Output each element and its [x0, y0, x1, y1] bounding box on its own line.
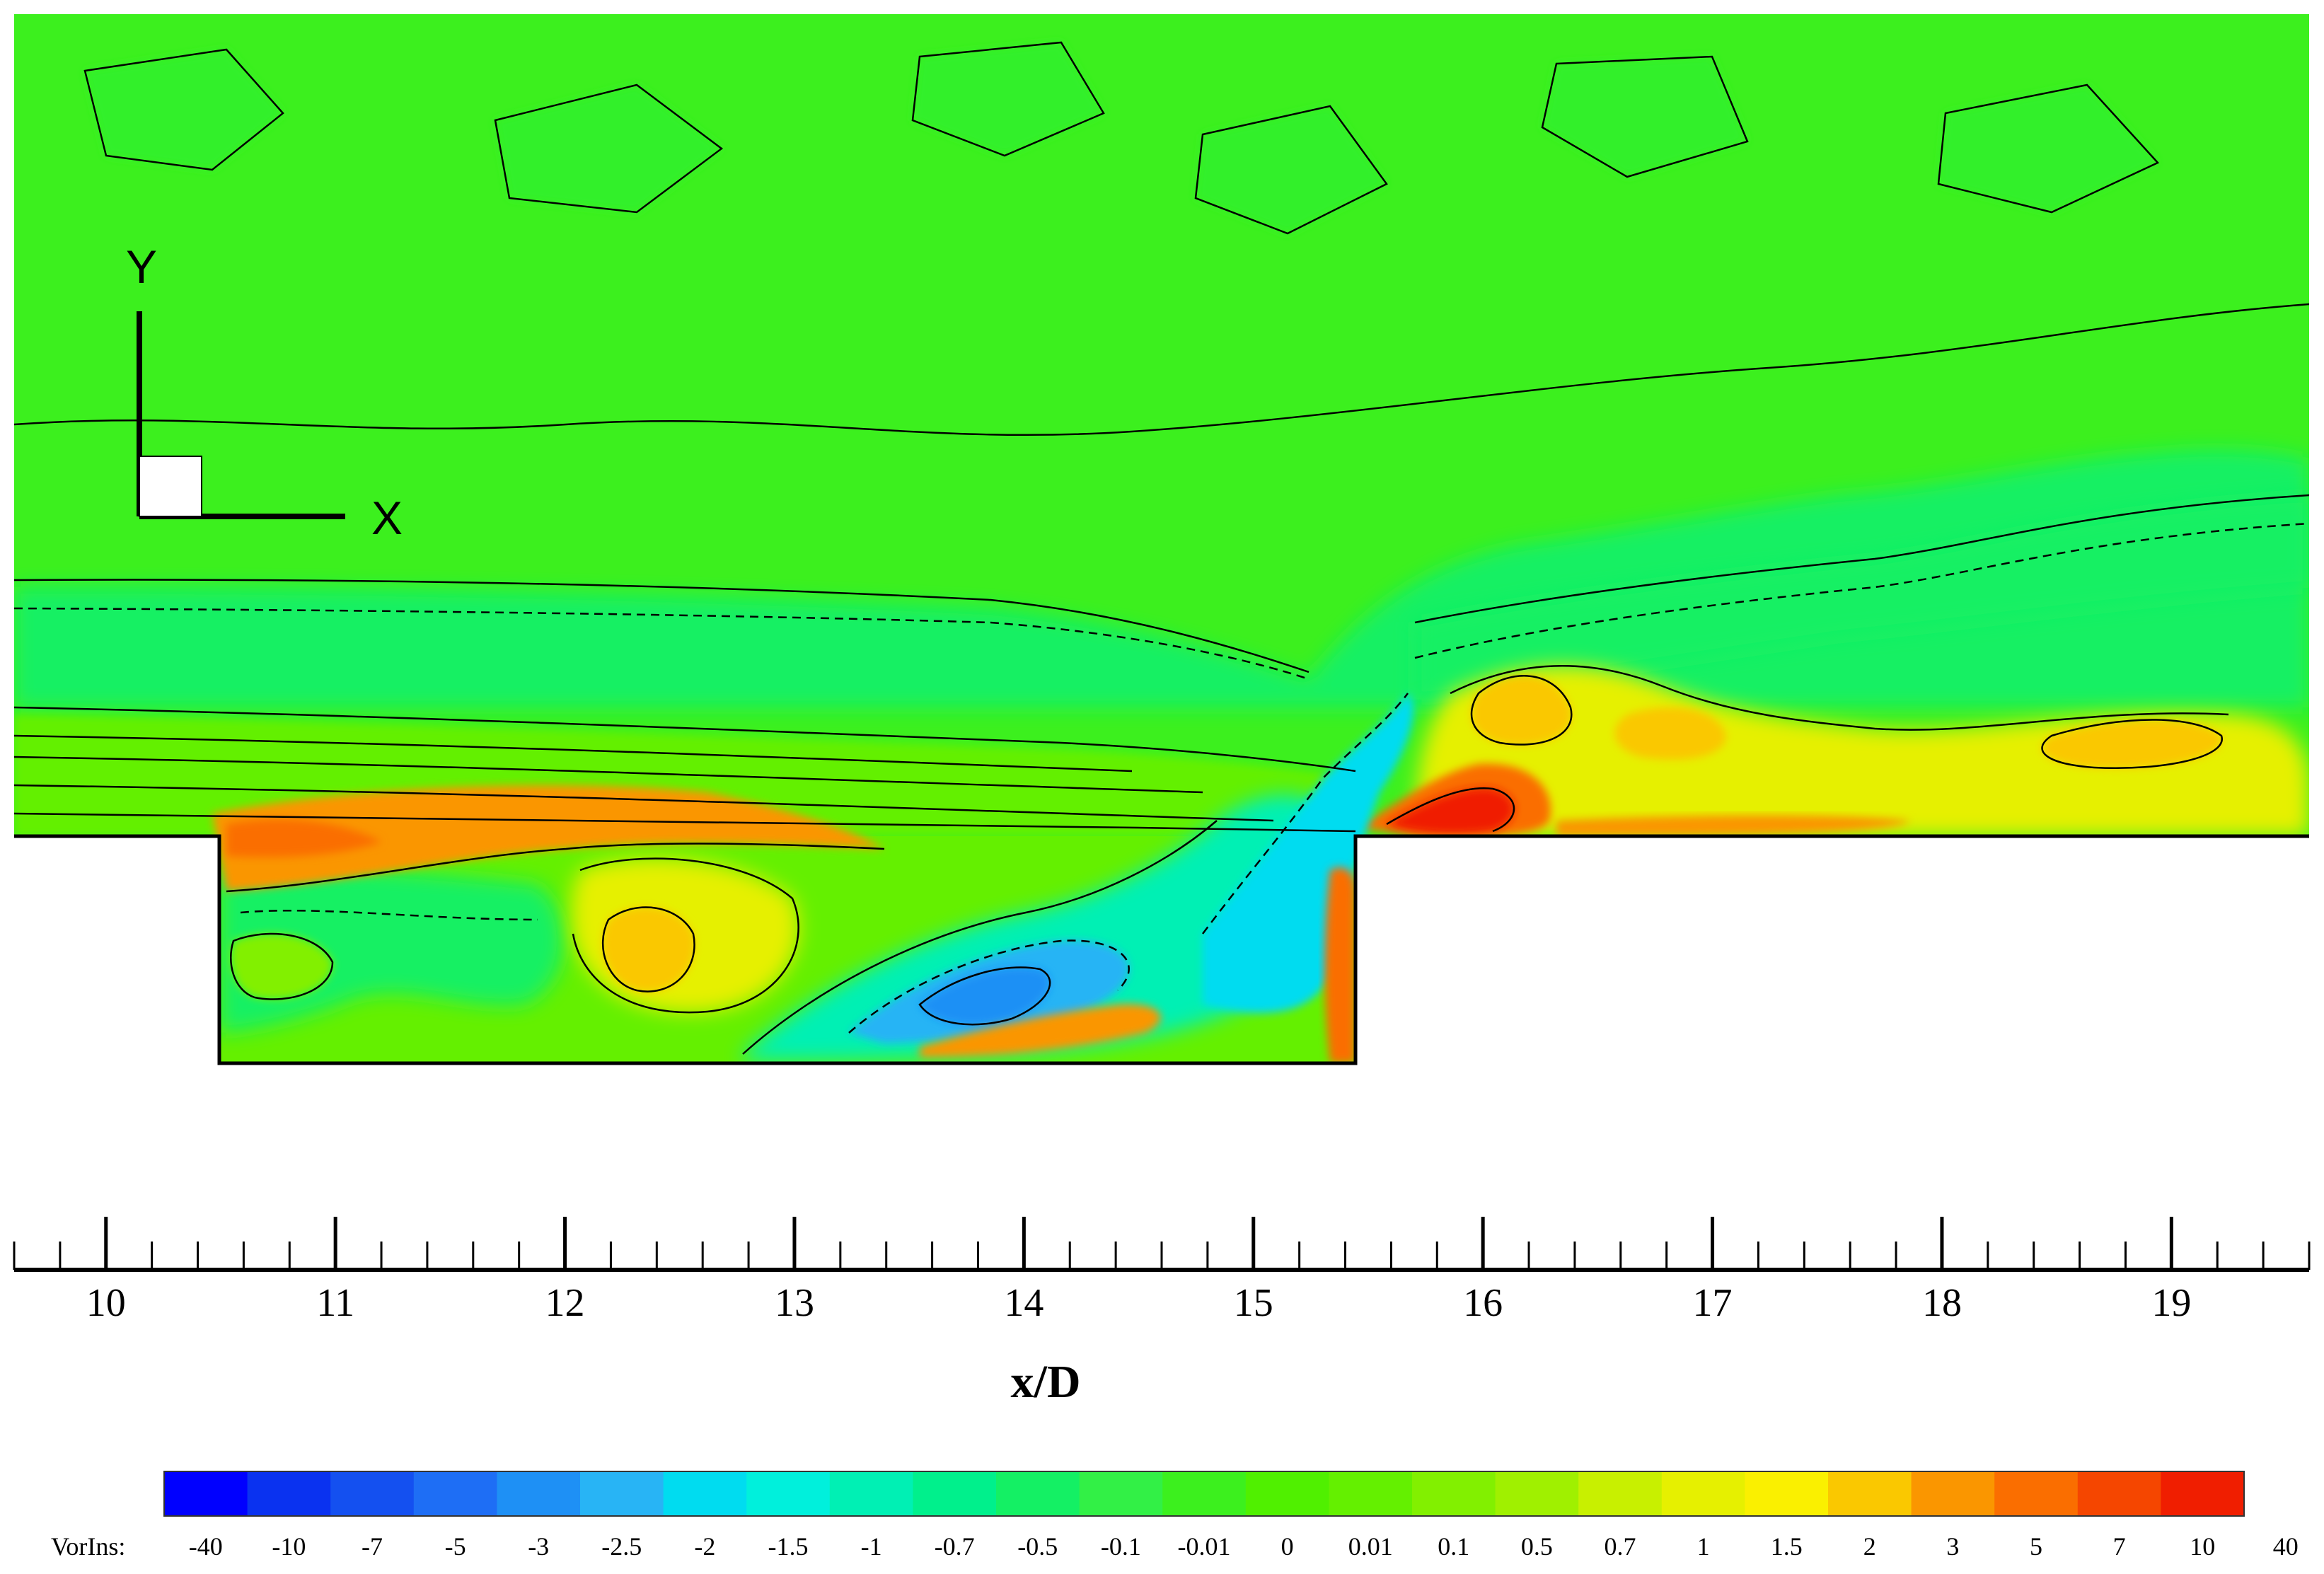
colorbar-swatch: [580, 1471, 664, 1516]
colorbar-level-label: -2: [694, 1532, 715, 1561]
colorbar-level-label: 0.1: [1438, 1532, 1469, 1561]
x-tick-label: 13: [775, 1281, 814, 1325]
cavity-blue-vortex: [743, 794, 1346, 1061]
colorbar-swatch: [1745, 1471, 1829, 1516]
colorbar-swatch: [1911, 1471, 1995, 1516]
x-tick-label: 15: [1234, 1281, 1273, 1325]
colorbar-swatch: [1994, 1471, 2079, 1516]
rear-wall-vortex: [1324, 867, 1355, 1063]
colorbar-swatch: [164, 1471, 248, 1516]
colorbar-swatch: [1412, 1471, 1496, 1516]
triad-x-label: X: [371, 492, 403, 544]
colorbar-level-label: -7: [362, 1532, 383, 1561]
colorbar-level-label: 5: [2030, 1532, 2042, 1561]
colorbar-swatch: [1578, 1471, 1663, 1516]
colorbar-level-label: -3: [528, 1532, 549, 1561]
colorbar-level-label: -10: [272, 1532, 306, 1561]
x-tick-label: 19: [2151, 1281, 2191, 1325]
colorbar-level-label: 0.01: [1348, 1532, 1393, 1561]
colorbar-swatch: [996, 1471, 1080, 1516]
colorbar-swatch: [1495, 1471, 1579, 1516]
wake-green-band: [1415, 495, 2309, 700]
cavity-orange-core: [603, 907, 695, 992]
cavity-wall: [14, 834, 2309, 1065]
colorbar-level-label: 3: [1946, 1532, 1959, 1561]
cavity-floor-vortex: [920, 1004, 1161, 1058]
colorbar-level-label: 1: [1697, 1532, 1710, 1561]
rear-wall-shear: [1203, 693, 1414, 1013]
colorbar-swatch: [247, 1471, 331, 1516]
colorbar-level-label: -0.5: [1017, 1532, 1058, 1561]
colorbar-level-label: -0.7: [935, 1532, 975, 1561]
colorbar-level-label: 2: [1863, 1532, 1876, 1561]
colorbar-swatch: [413, 1471, 497, 1516]
colorbar-level-label: 1.5: [1771, 1532, 1803, 1561]
colorbar-level-label: -2.5: [601, 1532, 642, 1561]
axes-triad: Y X: [126, 241, 403, 544]
colorbar-level-label: -1.5: [768, 1532, 809, 1561]
cavity-blue-core: [920, 967, 1051, 1025]
colorbar: VorIns: -40 -10 -7 -5 -3 -2.5 -2 -1.5 -1 -0.7 -0.5…: [51, 1471, 2299, 1561]
colorbar-border: [163, 1471, 2245, 1517]
colorbar-swatch: [1245, 1471, 1329, 1516]
x-axis-ticks: 10 11 12 13 14 15 16 17 18 19: [13, 1217, 2311, 1325]
wake-surface-orange: [1556, 815, 1910, 836]
colorbar-level-label: 0.7: [1605, 1532, 1636, 1561]
contour-lines: [14, 41, 2309, 1055]
triad-z-box: [139, 456, 202, 517]
colorbar-level-label: 0.5: [1521, 1532, 1553, 1561]
colorbar-swatch: [829, 1471, 913, 1516]
colorbar-level-label: -40: [189, 1532, 223, 1561]
contour-lines-dashed: [14, 522, 2309, 1034]
colorbar-swatch: [1162, 1471, 1247, 1516]
x-tick-label: 10: [86, 1281, 126, 1325]
x-tick-label: 16: [1463, 1281, 1503, 1325]
contour-field: [14, 14, 2309, 1063]
x-axis-title: x/D: [1011, 1356, 1081, 1408]
colorbar-level-label: -0.01: [1178, 1532, 1231, 1561]
colorbar-swatch: [746, 1471, 831, 1516]
colorbar-swatch: [1828, 1471, 1912, 1516]
colorbar-swatch: [497, 1471, 581, 1516]
x-tick-label: 18: [1922, 1281, 1962, 1325]
colorbar-swatch: [913, 1471, 997, 1516]
x-tick-label: 11: [316, 1281, 354, 1325]
wake-orange-cores: [1472, 676, 2222, 768]
x-tick-label: 17: [1693, 1281, 1733, 1325]
freestream-region: [14, 14, 2309, 849]
colorbar-level-label: 40: [2273, 1532, 2299, 1561]
triad-y-label: Y: [126, 241, 157, 293]
freestream-patches: [85, 42, 2158, 233]
colorbar-level-label: -1: [861, 1532, 882, 1561]
colorbar-level-label: 10: [2190, 1532, 2215, 1561]
leading-edge-vortex-core: [226, 819, 382, 857]
colorbar-swatch: [1329, 1471, 1413, 1516]
x-tick-label: 12: [545, 1281, 585, 1325]
x-axis: 10 11 12 13 14 15 16 17 18 19 x/D: [13, 1217, 2311, 1408]
colorbar-level-label: -5: [445, 1532, 466, 1561]
trailing-edge-vortex-core: [1387, 788, 1514, 834]
colorbar-variable-label: VorIns:: [51, 1532, 125, 1561]
colorbar-level-label: 7: [2113, 1532, 2126, 1561]
colorbar-level-label: -0.1: [1101, 1532, 1141, 1561]
colorbar-swatch: [1079, 1471, 1163, 1516]
colorbar-level-label: 0: [1281, 1532, 1294, 1561]
cavity-left-core: [231, 934, 333, 1000]
colorbar-swatch: [330, 1471, 415, 1516]
colorbar-swatch: [2161, 1471, 2245, 1516]
colorbar-swatch: [2077, 1471, 2161, 1516]
wake-yellow-structure: [1415, 666, 2309, 836]
leading-edge-vortex-band: [212, 785, 884, 891]
x-tick-label: 14: [1004, 1281, 1044, 1325]
colorbar-swatch: [663, 1471, 747, 1516]
colorbar-swatch: [1661, 1471, 1745, 1516]
